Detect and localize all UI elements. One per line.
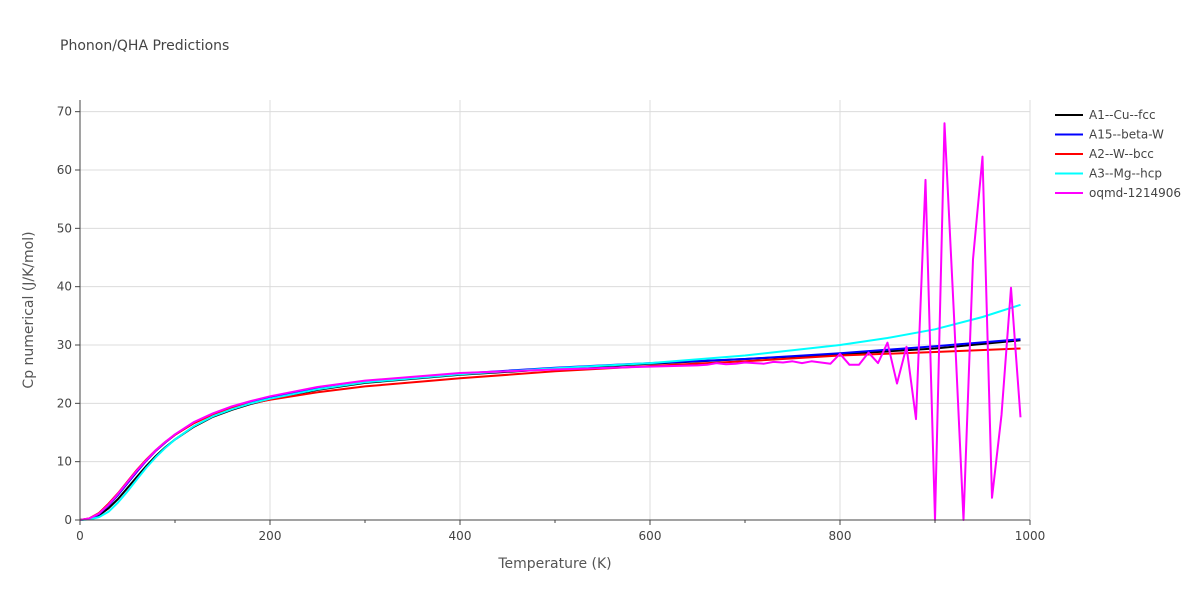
series-line-5[interactable]	[79, 122, 1022, 521]
x-tick-label: 400	[449, 529, 472, 543]
y-tick-label: 10	[57, 455, 72, 469]
x-tick-label: 600	[639, 529, 662, 543]
legend-label: A2--W--bcc	[1089, 147, 1154, 161]
y-tick-label: 70	[57, 105, 72, 119]
series-line-2[interactable]	[79, 338, 1021, 521]
x-tick-label: 1000	[1015, 529, 1046, 543]
legend-item[interactable]: oqmd-1214906	[1055, 186, 1181, 200]
y-axis-title: Cp numerical (J/K/mol)	[21, 231, 37, 388]
y-tick-label: 30	[57, 338, 72, 352]
axes	[75, 100, 1031, 525]
y-tick-label: 40	[57, 280, 72, 294]
series-layer	[79, 122, 1022, 521]
y-tick-label: 60	[57, 163, 72, 177]
chart-title: Phonon/QHA Predictions	[60, 38, 229, 54]
series-line-3[interactable]	[79, 347, 1021, 521]
legend-label: A3--Mg--hcp	[1089, 167, 1162, 181]
series-line-4[interactable]	[79, 303, 1021, 521]
legend-item[interactable]: A2--W--bcc	[1055, 147, 1154, 161]
grid	[80, 100, 1031, 520]
y-tick-label: 20	[57, 396, 72, 410]
legend-label: A15--beta-W	[1089, 128, 1164, 142]
x-tick-label: 0	[76, 529, 84, 543]
legend-item[interactable]: A15--beta-W	[1055, 128, 1164, 142]
tick-labels: 0 10 20 30 40 50 60 70 0 200 400 600 800 1000	[57, 105, 1046, 543]
legend-item[interactable]: A3--Mg--hcp	[1055, 167, 1162, 181]
x-axis-title: Temperature (K)	[497, 556, 611, 572]
y-tick-label: 0	[64, 513, 72, 527]
y-tick-label: 50	[57, 221, 72, 235]
x-tick-label: 800	[829, 529, 852, 543]
legend[interactable]: A1--Cu--fcc A15--beta-W A2--W--bcc A3--Mg--…	[1055, 108, 1181, 200]
x-tick-label: 200	[259, 529, 282, 543]
legend-label: A1--Cu--fcc	[1089, 108, 1156, 122]
legend-item[interactable]: A1--Cu--fcc	[1055, 108, 1156, 122]
legend-label: oqmd-1214906	[1089, 186, 1181, 200]
